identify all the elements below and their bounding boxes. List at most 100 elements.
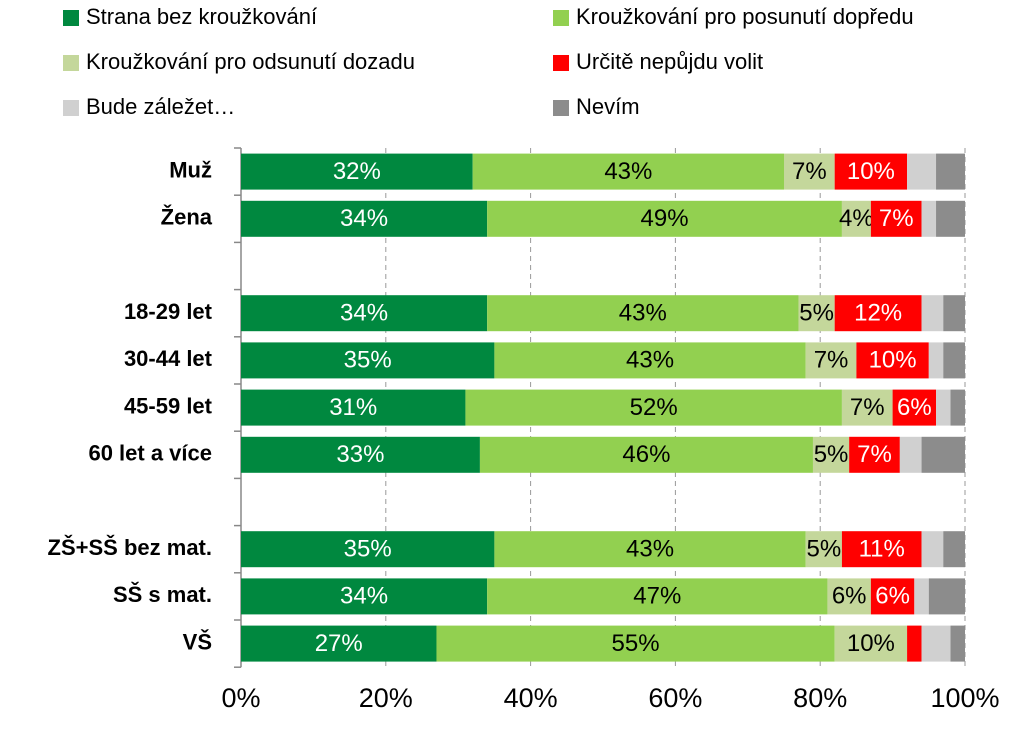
data-label: 52% xyxy=(630,394,678,421)
bar-segment xyxy=(798,295,835,332)
data-label: 35% xyxy=(344,536,392,563)
bar-segment xyxy=(936,153,965,190)
category-label: Muž xyxy=(169,157,212,182)
bar-segment xyxy=(928,578,965,615)
data-label: 43% xyxy=(604,158,652,185)
category-label: 30-44 let xyxy=(124,346,213,371)
data-label: 5% xyxy=(799,300,834,327)
data-label: 31% xyxy=(329,394,377,421)
legend-label: Kroužkování pro posunutí dopředu xyxy=(576,4,914,29)
category-label: 45-59 let xyxy=(124,393,213,418)
category-label: VŠ xyxy=(183,629,212,654)
bar-segment xyxy=(479,436,813,473)
x-tick-label: 0% xyxy=(221,683,260,713)
bar-segment xyxy=(841,389,893,426)
bar-segment xyxy=(943,342,965,379)
bar-segment xyxy=(241,200,488,237)
bar-segment xyxy=(914,578,929,615)
data-label: 34% xyxy=(340,205,388,232)
bar-segment xyxy=(487,200,842,237)
data-label: 32% xyxy=(333,158,381,185)
bar-segment xyxy=(841,200,871,237)
bar-segment xyxy=(805,531,842,568)
bar-segment xyxy=(943,531,965,568)
bar-segment xyxy=(943,295,965,332)
bar-segment xyxy=(921,295,944,332)
data-label: 6% xyxy=(832,583,867,610)
data-label: 43% xyxy=(626,347,674,374)
category-label: ZŠ+SŠ bez mat. xyxy=(48,535,212,560)
bar-segment xyxy=(856,342,929,379)
category-label: Žena xyxy=(161,205,213,230)
bar-segment xyxy=(907,625,922,662)
bar-segment xyxy=(899,436,922,473)
bar-segment xyxy=(834,295,922,332)
legend-label: Kroužkování pro odsunutí dozadu xyxy=(86,49,415,74)
data-label: 11% xyxy=(859,536,905,563)
bar-segment xyxy=(487,295,799,332)
bar-segment xyxy=(928,342,944,379)
legend-label: Nevím xyxy=(576,94,640,119)
data-label: 7% xyxy=(792,158,827,185)
bar-segment xyxy=(241,531,495,568)
bar-segment xyxy=(784,153,835,190)
category-label: 18-29 let xyxy=(124,299,213,324)
data-label: 34% xyxy=(340,583,388,610)
bar-segment xyxy=(465,389,842,426)
bar-segment xyxy=(241,153,473,190)
bar-segment xyxy=(921,531,944,568)
x-tick-label: 100% xyxy=(930,683,999,713)
x-tick-label: 80% xyxy=(793,683,847,713)
bar-segment xyxy=(907,153,937,190)
data-label: 10% xyxy=(847,158,895,185)
bar-segment xyxy=(849,436,900,473)
legend-label: Strana bez kroužkování xyxy=(86,4,317,29)
data-label: 34% xyxy=(340,300,388,327)
bar-segment xyxy=(950,389,965,426)
bar-segment xyxy=(241,625,437,662)
legend-swatch xyxy=(553,100,569,116)
data-label: 12% xyxy=(854,300,902,327)
bar-segment xyxy=(812,436,850,473)
bar-segment xyxy=(834,625,908,662)
data-label: 10% xyxy=(869,347,917,374)
bar-segment xyxy=(827,578,871,615)
data-label: 6% xyxy=(897,394,932,421)
data-label: 5% xyxy=(806,536,841,563)
data-label: 27% xyxy=(315,630,363,657)
category-label: 60 let a více xyxy=(88,441,212,466)
bar-segment xyxy=(494,531,806,568)
bar-segment xyxy=(241,578,488,615)
bar-segment xyxy=(921,436,965,473)
category-label: SŠ s mat. xyxy=(113,582,212,607)
bar-segment xyxy=(241,295,488,332)
data-label: 49% xyxy=(641,205,689,232)
data-label: 7% xyxy=(814,347,849,374)
bar-segment xyxy=(487,578,828,615)
bar-segment xyxy=(921,200,937,237)
bar-segment xyxy=(805,342,857,379)
bar-segment xyxy=(892,389,937,426)
bar-segment xyxy=(921,625,951,662)
bar-segment xyxy=(950,625,965,662)
legend-swatch xyxy=(63,10,79,26)
legend-swatch xyxy=(63,55,79,71)
data-label: 7% xyxy=(850,394,885,421)
bar-segment xyxy=(936,389,951,426)
data-label: 55% xyxy=(612,630,660,657)
legend-label: Určitě nepůjdu volit xyxy=(576,49,763,74)
legend-swatch xyxy=(553,10,569,26)
legend-label: Bude záležet… xyxy=(86,94,235,119)
bar-segment xyxy=(870,578,915,615)
data-label: 35% xyxy=(344,347,392,374)
legend-swatch xyxy=(553,55,569,71)
data-label: 10% xyxy=(847,630,895,657)
data-label: 7% xyxy=(857,441,892,468)
bar-segment xyxy=(241,389,466,426)
bar-segment xyxy=(241,436,480,473)
x-tick-label: 40% xyxy=(504,683,558,713)
data-label: 47% xyxy=(633,583,681,610)
data-label: 7% xyxy=(879,205,914,232)
bar-segment xyxy=(841,531,922,568)
